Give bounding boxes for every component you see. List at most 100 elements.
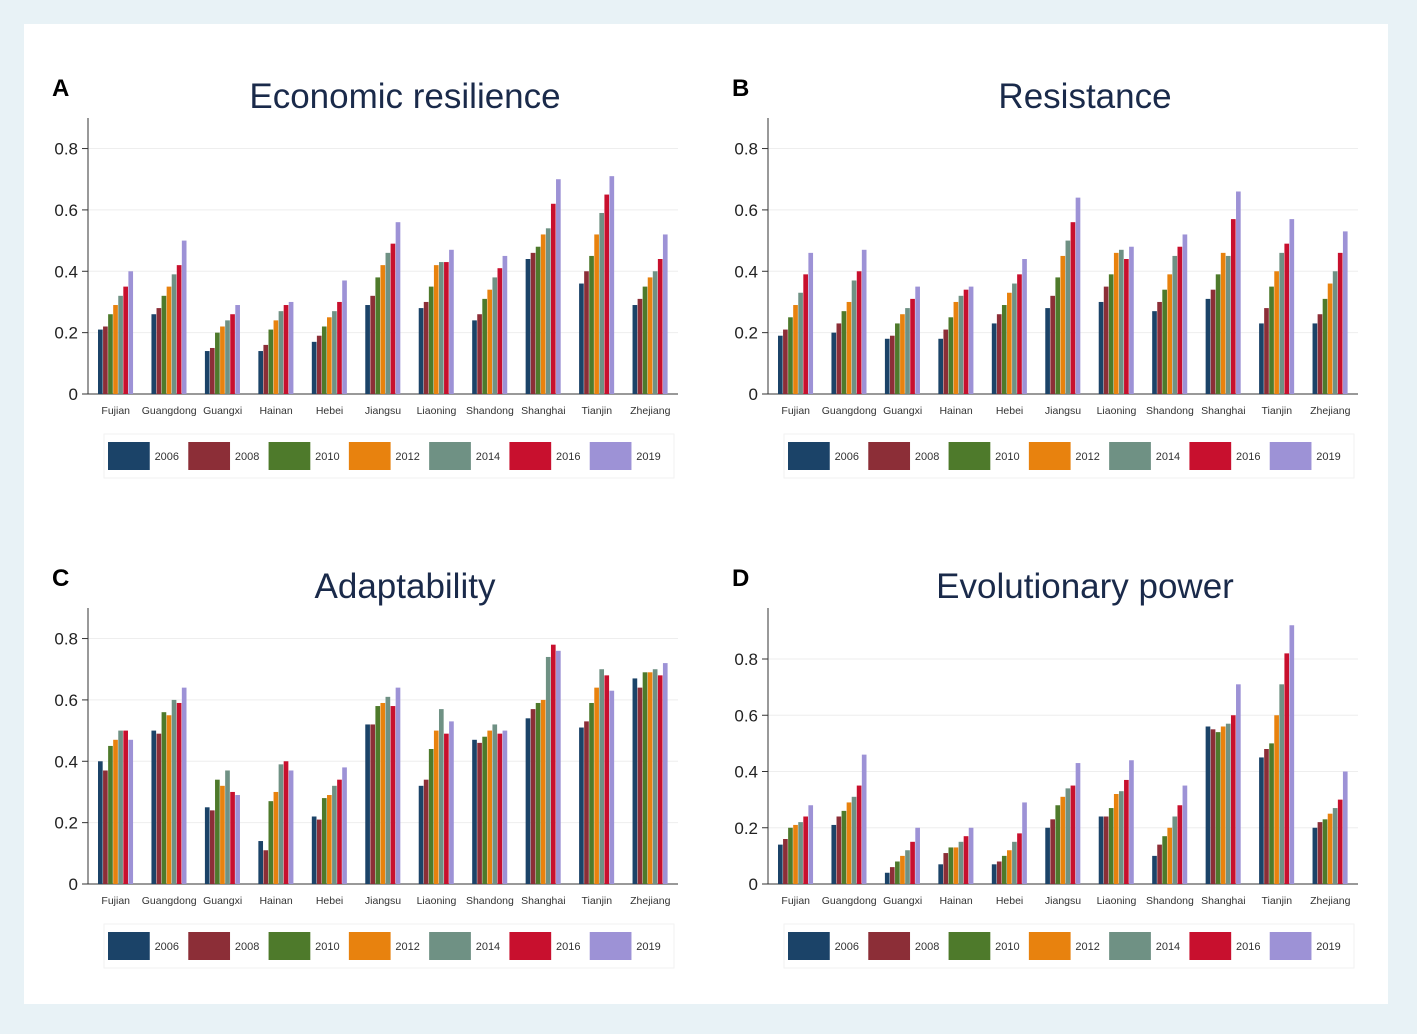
bar-hebei-2006 (991, 323, 997, 394)
bar-fujian-2008 (783, 839, 788, 884)
bar-guangxi-2012 (900, 855, 905, 884)
bar-hebei-2016 (337, 779, 342, 884)
bar-zhejiang-2010 (642, 672, 648, 884)
bar-shanghai-2014 (1225, 723, 1231, 884)
bar-guangxi-2010 (895, 323, 900, 394)
bar-shandong-2016 (497, 733, 503, 884)
bar-fujian-2019 (128, 739, 134, 884)
bar-zhejiang-2010 (642, 286, 648, 394)
bar-guangdong-2019 (861, 249, 867, 394)
bar-hebei-2008 (996, 861, 1002, 884)
bar-fujian-2008 (103, 326, 108, 394)
bar-shanghai-2012 (540, 234, 546, 394)
bar-tianjin-2016 (604, 194, 610, 394)
bar-hainan-2014 (278, 311, 284, 394)
bar-zhejiang-2019 (662, 234, 668, 394)
bar-guangxi-2006 (204, 807, 210, 884)
bar-jiangsu-2010 (375, 706, 381, 884)
bar-hebei-2014 (1012, 283, 1017, 394)
x-tick-label: Liaoning (417, 405, 457, 417)
bar-tianjin-2012 (594, 687, 599, 884)
bar-zhejiang-2014 (652, 669, 658, 884)
bar-hebei-2012 (327, 317, 332, 394)
legend-frame (783, 923, 1355, 969)
x-tick-label: Shanghai (521, 895, 565, 907)
bar-shandong-2010 (482, 298, 487, 394)
bar-guangdong-2012 (166, 286, 172, 394)
bar-hainan-2010 (268, 329, 274, 394)
bar-hebei-2012 (327, 795, 332, 884)
bar-hainan-2019 (288, 301, 294, 394)
bar-guangxi-2019 (235, 795, 240, 884)
legend-label-2019: 2019 (636, 941, 660, 953)
bar-tianjin-2014 (599, 212, 605, 394)
x-tick-label: Hebei (316, 405, 343, 417)
bar-jiangsu-2016 (390, 243, 396, 394)
panel-b: B Resistance 0 0.2 0.4 0.6 0.8 Fujian Guangdong G… (704, 44, 1364, 514)
panel-letter: A (52, 75, 69, 102)
x-tick-label: Shanghai (1201, 895, 1245, 907)
legend-label-2010: 2010 (995, 941, 1019, 953)
bar-tianjin-2006 (579, 727, 584, 884)
bar-shanghai-2016 (550, 203, 556, 394)
x-tick-label: Zhejiang (630, 405, 670, 417)
bar-fujian-2014 (798, 292, 803, 394)
bar-tianjin-2014 (1279, 684, 1285, 884)
bar-liaoning-2010 (1108, 808, 1114, 884)
bar-liaoning-2008 (1103, 816, 1109, 884)
legend-swatch-2010 (268, 442, 311, 470)
x-tick-label: Tianjin (1262, 895, 1293, 907)
x-tick-label: Guangdong (822, 895, 877, 907)
bar-guangdong-2006 (151, 730, 157, 884)
legend-label-2019: 2019 (1316, 941, 1340, 953)
bar-guangxi-2014 (905, 850, 910, 884)
bar-zhejiang-2012 (1327, 813, 1333, 884)
x-tick-label: Shandong (466, 895, 514, 907)
legend-label-2012: 2012 (395, 451, 419, 463)
bar-guangxi-2019 (915, 286, 920, 394)
bar-tianjin-2006 (1259, 757, 1264, 884)
bar-shandong-2012 (487, 730, 493, 884)
x-tick-label: Zhejiang (630, 895, 670, 907)
bar-hebei-2010 (321, 326, 327, 394)
bar-jiangsu-2012 (1060, 796, 1066, 884)
bar-shandong-2014 (1172, 255, 1178, 394)
y-tick-label: 0.6 (54, 691, 78, 710)
legend-label-2014: 2014 (476, 941, 500, 953)
bar-guangdong-2006 (831, 824, 837, 884)
legend-swatch-2008 (868, 442, 911, 470)
bar-liaoning-2010 (428, 749, 434, 884)
y-tick-label: 0 (69, 875, 78, 894)
bar-jiangsu-2016 (1070, 222, 1076, 394)
bar-jiangsu-2014 (385, 696, 391, 884)
bar-guangdong-2006 (831, 332, 837, 394)
bar-guangxi-2012 (220, 785, 225, 884)
bar-jiangsu-2010 (375, 277, 381, 394)
y-tick-label: 0.2 (54, 324, 78, 343)
bar-guangdong-2012 (846, 802, 852, 884)
chart-title: Economic resilience (249, 77, 560, 116)
bar-hainan-2014 (958, 841, 964, 884)
legend-swatch-2014 (1109, 932, 1151, 960)
bar-guangdong-2014 (851, 280, 857, 394)
bar-hainan-2019 (968, 827, 974, 884)
bar-shandong-2008 (1157, 301, 1162, 394)
bar-tianjin-2008 (584, 721, 589, 884)
bar-guangxi-2010 (895, 861, 900, 884)
bar-zhejiang-2016 (1337, 252, 1343, 394)
bar-jiangsu-2006 (365, 305, 370, 394)
bar-hainan-2010 (948, 847, 954, 884)
panel-letter: B (732, 75, 749, 102)
x-tick-label: Fujian (781, 895, 810, 907)
bar-zhejiang-2008 (1317, 314, 1323, 394)
bar-zhejiang-2014 (1332, 808, 1338, 884)
y-tick-label: 0.4 (54, 752, 78, 771)
bar-fujian-2016 (123, 730, 128, 884)
bar-shanghai-2008 (1210, 729, 1216, 884)
bar-hainan-2006 (258, 351, 264, 394)
bar-jiangsu-2008 (370, 724, 376, 884)
bar-guangdong-2008 (836, 323, 842, 394)
bar-jiangsu-2006 (365, 724, 370, 884)
legend: 2006 2008 2010 2012 2014 2016 2019 (783, 923, 1355, 969)
bar-shanghai-2010 (1215, 732, 1221, 884)
